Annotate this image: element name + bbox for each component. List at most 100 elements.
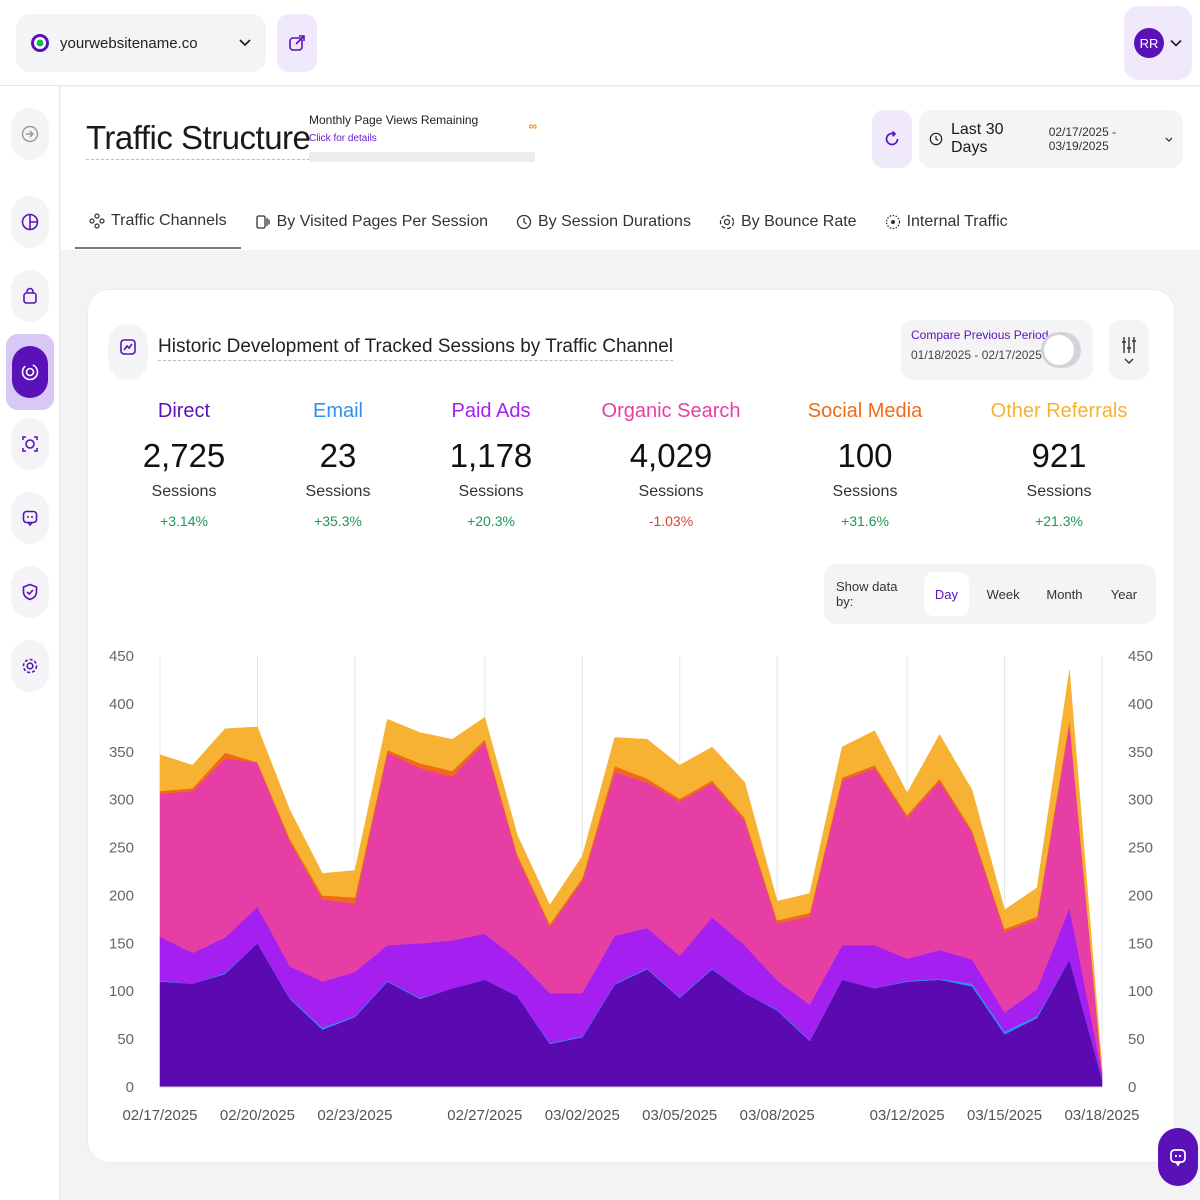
stat-change: +21.3% <box>1035 513 1083 529</box>
sidebar-item-tracking[interactable] <box>10 416 50 472</box>
area-series-other-referrals <box>159 670 1103 1071</box>
stat-value: 1,178 <box>449 437 533 474</box>
page-views-label: Monthly Page Views Remaining <box>309 113 479 127</box>
stat-change: +3.14% <box>160 513 208 529</box>
stat-name: Organic Search <box>601 400 741 422</box>
line-chart-icon <box>120 339 136 355</box>
avatar: RR <box>1134 28 1164 58</box>
tab-traffic-channels[interactable]: Traffic Channels <box>75 195 241 249</box>
sliders-icon <box>1122 337 1136 364</box>
gear-icon <box>22 658 38 674</box>
chart-settings-button[interactable] <box>1109 320 1149 380</box>
tab-label: By Bounce Rate <box>740 213 857 230</box>
y-tick-label-right: 0 <box>1128 1079 1136 1096</box>
chart-type-button[interactable] <box>108 324 148 380</box>
y-tick-label-left: 250 <box>109 840 134 857</box>
traffic-icon <box>21 363 39 381</box>
show-by-day[interactable]: Day <box>923 572 970 616</box>
sidebar-item-dashboard[interactable] <box>10 194 50 250</box>
x-tick-label: 02/27/2025 <box>447 1107 522 1124</box>
show-by-week[interactable]: Week <box>986 586 1020 602</box>
y-tick-label-right: 400 <box>1128 696 1153 713</box>
y-tick-label-left: 400 <box>109 696 134 713</box>
page-views-bar <box>309 152 535 162</box>
stat-social-media: Social Media 100 Sessions +31.6% <box>780 400 950 529</box>
dashboard-icon <box>21 213 39 231</box>
sidebar-item-feedback[interactable] <box>10 490 50 546</box>
show-by-label: Show data by: <box>836 579 898 609</box>
sidebar <box>0 86 60 1200</box>
bounce-icon <box>719 214 735 230</box>
page-views-value: ∞ <box>528 119 537 133</box>
y-tick-label-left: 0 <box>126 1079 134 1096</box>
stat-name: Other Referrals <box>990 400 1128 422</box>
y-tick-label-left: 350 <box>109 744 134 761</box>
tab-label: Traffic Channels <box>111 212 227 229</box>
y-tick-label-right: 250 <box>1128 840 1153 857</box>
stat-direct: Direct 2,725 Sessions +3.14% <box>99 400 269 529</box>
chevron-down-icon <box>239 39 251 47</box>
y-tick-label-right: 50 <box>1128 1031 1145 1048</box>
refresh-icon <box>885 130 899 146</box>
page-title: Traffic Structure <box>86 119 311 160</box>
x-tick-label: 02/20/2025 <box>220 1107 295 1124</box>
tab-session-durations[interactable]: By Session Durations <box>502 195 705 249</box>
channels-icon <box>89 213 105 229</box>
sidebar-item-ecommerce[interactable] <box>10 268 50 324</box>
x-tick-label: 02/23/2025 <box>317 1107 392 1124</box>
internal-icon <box>885 214 900 230</box>
sidebar-item-traffic[interactable] <box>6 334 54 410</box>
target-icon <box>22 436 38 452</box>
pages-icon <box>255 215 270 229</box>
user-menu-button[interactable]: RR <box>1124 6 1192 80</box>
stat-unit: Sessions <box>151 483 217 500</box>
sidebar-item-settings[interactable] <box>10 638 50 694</box>
y-tick-label-right: 100 <box>1128 983 1153 1000</box>
y-tick-label-right: 200 <box>1128 887 1153 904</box>
sidebar-item-collapse[interactable] <box>10 106 50 162</box>
show-by-month[interactable]: Month <box>1046 586 1083 602</box>
y-tick-label-left: 150 <box>109 935 134 952</box>
sessions-chart-card: Historic Development of Tracked Sessions… <box>87 289 1175 1163</box>
stat-change: +31.6% <box>841 513 889 529</box>
tab-internal-traffic[interactable]: Internal Traffic <box>871 195 1022 249</box>
clock-icon <box>929 132 943 146</box>
y-tick-label-right: 450 <box>1128 648 1153 665</box>
duration-icon <box>516 214 532 230</box>
y-tick-label-left: 200 <box>109 887 134 904</box>
tab-visited-pages[interactable]: By Visited Pages Per Session <box>241 195 502 249</box>
y-tick-label-left: 450 <box>109 648 134 665</box>
stat-email: Email 23 Sessions +35.3% <box>253 400 423 529</box>
chevron-down-icon <box>1170 39 1182 47</box>
compare-label: Compare Previous Period <box>911 328 1049 342</box>
date-range-picker[interactable]: Last 30 Days 02/17/2025 - 03/19/2025 <box>919 110 1183 168</box>
y-tick-label-left: 300 <box>109 792 134 809</box>
toggle-knob <box>1044 335 1074 365</box>
open-site-button[interactable] <box>277 14 317 72</box>
stat-name: Email <box>312 400 363 422</box>
collapse-icon <box>21 125 39 143</box>
tab-label: By Visited Pages Per Session <box>276 213 488 230</box>
compare-toggle[interactable] <box>1041 332 1081 368</box>
y-tick-label-right: 350 <box>1128 744 1153 761</box>
compare-previous-period: Compare Previous Period 01/18/2025 - 02/… <box>901 320 1093 380</box>
stat-value: 100 <box>837 437 893 474</box>
x-tick-label: 03/02/2025 <box>545 1107 620 1124</box>
page-views-details-link[interactable]: Click for details <box>309 133 377 144</box>
external-link-icon <box>289 35 305 51</box>
y-tick-label-right: 300 <box>1128 792 1153 809</box>
tab-bounce-rate[interactable]: By Bounce Rate <box>705 195 871 249</box>
x-tick-label: 03/08/2025 <box>740 1107 815 1124</box>
stat-unit: Sessions <box>458 483 524 500</box>
tab-label: By Session Durations <box>537 213 691 230</box>
sidebar-item-security[interactable] <box>10 564 50 620</box>
site-selector[interactable]: yourwebsitename.co <box>16 14 266 72</box>
x-tick-label: 03/18/2025 <box>1064 1107 1139 1124</box>
show-by-year[interactable]: Year <box>1110 586 1138 602</box>
top-bar: yourwebsitename.co RR <box>0 0 1200 86</box>
chat-support-button[interactable] <box>1158 1128 1198 1186</box>
stat-value: 2,725 <box>142 437 226 474</box>
y-tick-label-right: 150 <box>1128 935 1153 952</box>
refresh-button[interactable] <box>872 110 912 168</box>
compare-dates: 01/18/2025 - 02/17/2025 <box>911 348 1042 362</box>
